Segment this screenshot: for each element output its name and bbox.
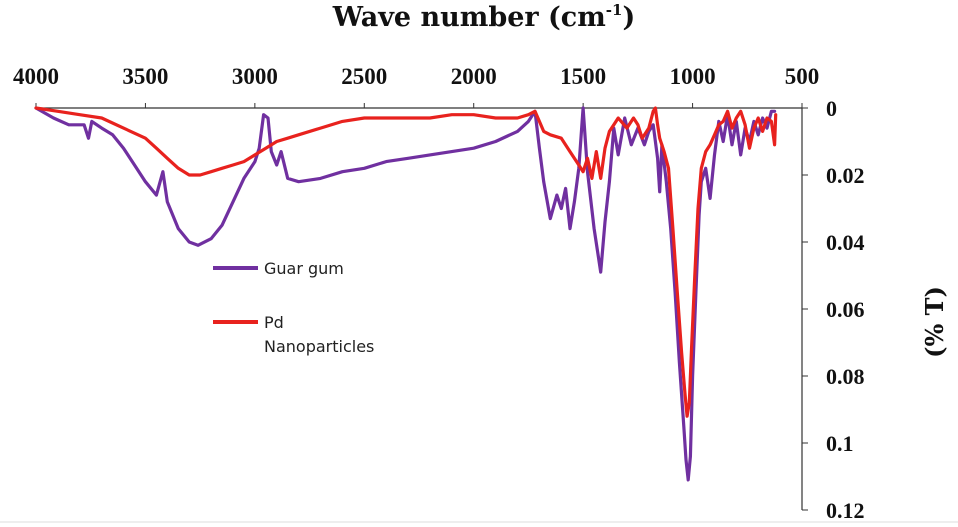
y-tick-labels: 0 0.02 0.04 0.06 0.08 0.1 0.12 (802, 96, 865, 523)
x-tick-label: 1000 (670, 64, 716, 89)
x-axis-title: Wave number (cm-1) (332, 1, 636, 33)
y-tick-label: 0 (826, 96, 837, 121)
series-line-guar-gum (34, 106, 777, 482)
y-axis-title: (% T) (920, 286, 949, 358)
legend: Guar gum Pd Nanoparticles (213, 259, 374, 356)
x-tick-label: 1500 (560, 64, 606, 89)
x-tick-label: 2500 (341, 64, 387, 89)
x-tick-label: 3500 (122, 64, 168, 89)
y-tick-label: 0.04 (826, 230, 865, 255)
legend-label-guar-gum: Guar gum (264, 259, 344, 278)
x-tick-label: 2000 (451, 64, 497, 89)
y-tick-label: 0.1 (826, 431, 854, 456)
y-tick-label: 0.02 (826, 163, 865, 188)
x-tick-label: 4000 (13, 64, 59, 89)
x-tick-label: 3000 (232, 64, 278, 89)
x-tick-labels: 4000 3500 3000 2500 2000 1500 1000 500 (13, 64, 819, 108)
series-line-pd-nanoparticles (34, 106, 778, 418)
y-tick-label: 0.12 (826, 498, 865, 523)
y-tick-label: 0.06 (826, 297, 865, 322)
x-tick-label: 500 (785, 64, 820, 89)
legend-label-pd-nanoparticles: Pd Nanoparticles (264, 313, 374, 356)
y-tick-label: 0.08 (826, 364, 865, 389)
series-lines (34, 106, 778, 482)
